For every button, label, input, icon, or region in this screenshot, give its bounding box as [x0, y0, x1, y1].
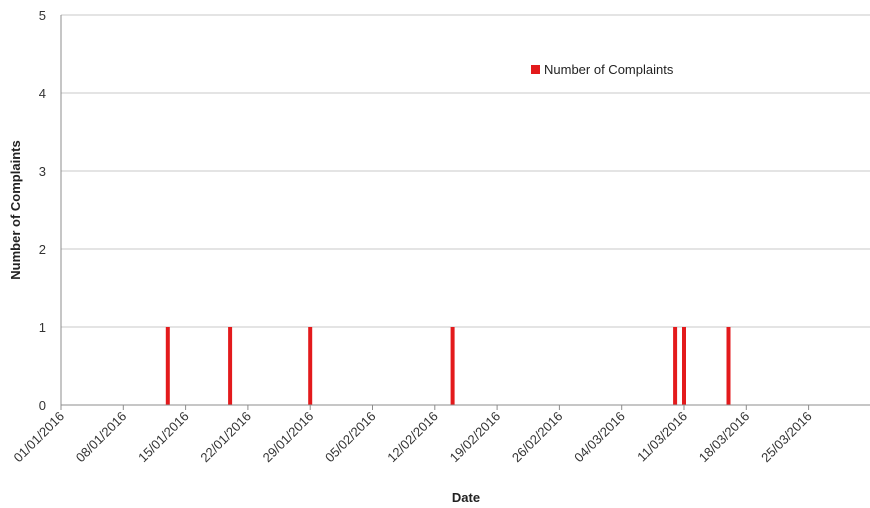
- bar: [726, 327, 731, 405]
- x-tick-label: 11/03/2016: [634, 409, 690, 465]
- x-tick-label: 25/03/2016: [758, 409, 815, 466]
- y-tick-label: 5: [39, 8, 46, 23]
- y-tick-labels: 0 1 2 3 4 5: [39, 8, 46, 413]
- y-tick-label: 0: [39, 398, 46, 413]
- x-tick-label: 19/02/2016: [447, 409, 504, 466]
- x-tick-label: 12/02/2016: [384, 409, 441, 466]
- x-tick-label: 18/03/2016: [696, 409, 753, 466]
- x-tick-label: 08/01/2016: [73, 409, 130, 466]
- x-tick-label: 29/01/2016: [260, 409, 317, 466]
- x-tick-label: 01/01/2016: [10, 409, 67, 466]
- bar: [308, 327, 313, 405]
- bar: [682, 327, 686, 405]
- y-tick-label: 4: [39, 86, 46, 101]
- y-tick-label: 2: [39, 242, 46, 257]
- axes: [60, 15, 870, 406]
- bar: [673, 327, 678, 405]
- x-axis-title: Date: [452, 490, 480, 505]
- y-tick-label: 1: [39, 320, 46, 335]
- y-axis-title: Number of Complaints: [8, 140, 23, 279]
- legend-swatch: [531, 65, 540, 74]
- bar: [165, 327, 170, 405]
- x-tick-label: 04/03/2016: [571, 409, 628, 466]
- legend: Number of Complaints: [531, 62, 674, 77]
- bars: [165, 327, 731, 405]
- y-tick-label: 3: [39, 164, 46, 179]
- bar: [228, 327, 233, 405]
- x-tick-label: 15/01/2016: [135, 409, 192, 466]
- bar: [450, 327, 455, 405]
- x-tick-label: 22/01/2016: [197, 409, 254, 466]
- legend-label: Number of Complaints: [544, 62, 674, 77]
- gridlines: [61, 14, 870, 328]
- x-tick-label: 05/02/2016: [322, 409, 379, 466]
- x-tick-labels: 01/01/2016 08/01/2016 15/01/2016 22/01/2016…: [10, 405, 815, 466]
- x-tick-label: 26/02/2016: [509, 409, 566, 466]
